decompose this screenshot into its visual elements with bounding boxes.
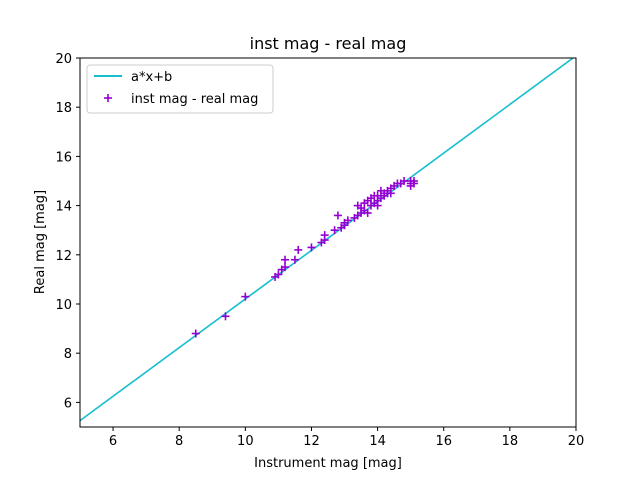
fit-line <box>80 58 575 422</box>
y-tick-label: 6 <box>64 396 72 411</box>
scatter-point <box>241 292 250 301</box>
scatter-point <box>290 255 299 264</box>
scatter-point <box>343 216 352 225</box>
scatter-point <box>386 189 395 198</box>
legend: a*x+b inst mag - real mag <box>86 64 274 114</box>
y-tick-label: 10 <box>55 298 72 313</box>
x-tick-label: 8 <box>175 434 183 449</box>
scatter-point <box>330 226 339 235</box>
x-tick-label: 16 <box>435 434 452 449</box>
scatter-point <box>409 177 418 185</box>
scatter-point <box>274 270 283 279</box>
x-tick-label: 12 <box>303 434 320 449</box>
scatter-point <box>281 263 290 272</box>
y-tick-label: 18 <box>55 101 72 116</box>
scatter-point <box>191 329 200 338</box>
axes-frame <box>79 57 577 428</box>
scatter-point <box>340 221 349 230</box>
scatter-point <box>333 211 342 220</box>
y-tick-label: 12 <box>55 249 72 264</box>
x-tick-label: 20 <box>568 434 585 449</box>
chart-title: inst mag - real mag <box>250 34 407 53</box>
x-tick-label: 6 <box>109 434 117 449</box>
legend-box <box>86 64 274 114</box>
y-tick-label: 14 <box>55 200 72 215</box>
scatter-point <box>221 312 230 321</box>
scatter-point <box>294 245 303 254</box>
y-tick-label: 8 <box>64 347 72 362</box>
y-axis: 6 8 10 12 14 16 18 20 <box>55 52 80 411</box>
x-tick-label: 14 <box>369 434 386 449</box>
legend-label-scatter: inst mag - real mag <box>131 92 258 107</box>
scatter-point <box>320 231 329 240</box>
x-axis-label: Instrument mag [mag] <box>254 456 402 471</box>
y-tick-label: 16 <box>55 150 72 165</box>
y-tick-label: 20 <box>55 52 72 67</box>
legend-marker-swatch <box>104 94 112 102</box>
legend-label-line: a*x+b <box>131 70 172 85</box>
y-axis-label: Real mag [mag] <box>33 190 48 294</box>
scatter-point <box>363 208 372 217</box>
plot-area <box>79 57 577 428</box>
x-tick-label: 10 <box>237 434 254 449</box>
x-axis: 6 8 10 12 14 16 18 20 <box>109 427 584 449</box>
scatter-point <box>281 255 290 264</box>
scatter-point <box>307 243 316 252</box>
x-tick-label: 18 <box>502 434 519 449</box>
